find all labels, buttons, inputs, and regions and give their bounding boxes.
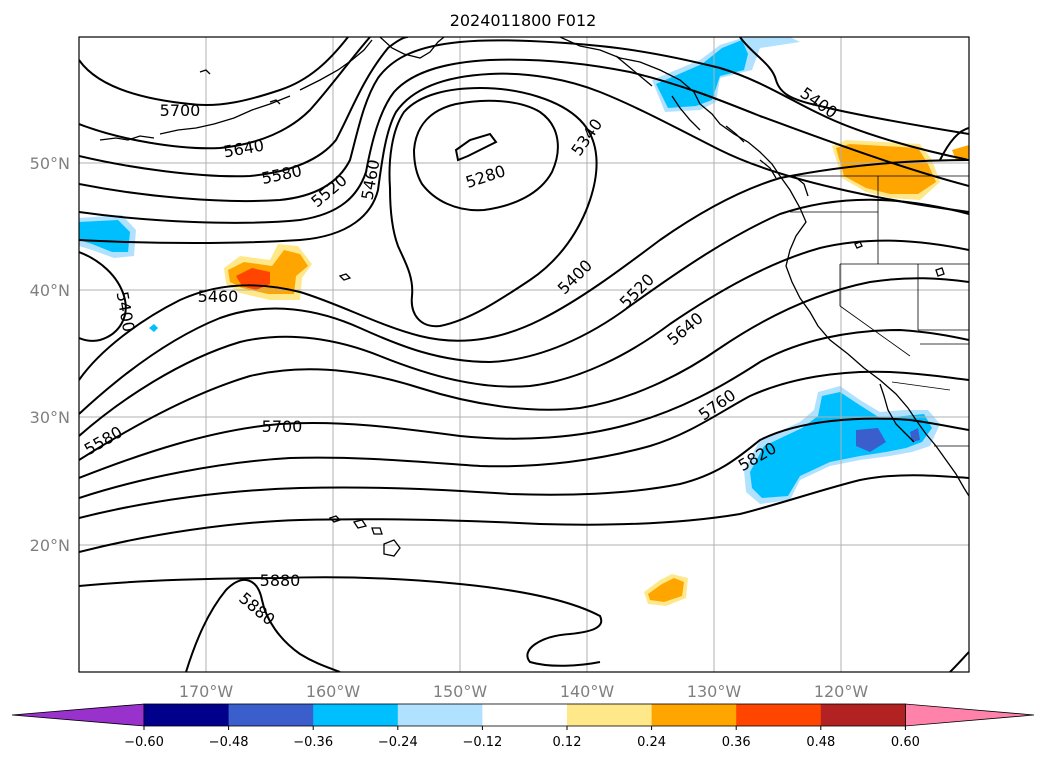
shade-blue-tiny bbox=[149, 324, 158, 332]
map-background bbox=[79, 37, 969, 672]
colorbar: −0.60 −0.48 −0.36 −0.24 −0.12 0.12 0.24 0.36 0.4… bbox=[11, 703, 1035, 750]
coastlines bbox=[99, 37, 969, 557]
colorbar-tick-label: 0.36 bbox=[722, 735, 751, 750]
contour-label: 5700 bbox=[160, 101, 201, 120]
contour-5700-north bbox=[79, 37, 349, 107]
colorbar-tick-label: −0.24 bbox=[378, 735, 418, 750]
contour-label: 5700 bbox=[262, 417, 303, 436]
lon-label: 150°W bbox=[433, 682, 488, 701]
contour-5460-north bbox=[79, 58, 969, 224]
contour-5760-main bbox=[79, 370, 969, 499]
colorbar-tick-label: −0.12 bbox=[462, 735, 502, 750]
colorbar-segment bbox=[482, 704, 568, 726]
latitude-labels: 50°N 40°N 30°N 20°N bbox=[30, 154, 70, 555]
colorbar-extend-high bbox=[905, 703, 1035, 727]
colorbar-tick-label: 0.12 bbox=[553, 735, 582, 750]
contour-5880-line bbox=[79, 474, 969, 553]
lon-label: 130°W bbox=[687, 682, 742, 701]
colorbar-segment bbox=[313, 704, 399, 726]
longitude-labels: 170°W 160°W 150°W 140°W 130°W 120°W bbox=[179, 682, 869, 701]
colorbar-segment bbox=[228, 704, 314, 726]
contour-5820-main bbox=[79, 417, 969, 519]
colorbar-segment bbox=[820, 704, 906, 726]
contour-5880-pocket bbox=[185, 578, 341, 672]
contour-5640-north bbox=[79, 37, 371, 150]
contour-5400-west bbox=[79, 251, 127, 342]
contour-5280-inner bbox=[412, 99, 559, 212]
colorbar-tick-label: −0.48 bbox=[209, 735, 249, 750]
map-panel: 5700 5640 5580 5520 5460 5280 5340 5400 … bbox=[78, 36, 970, 673]
lon-label: 160°W bbox=[306, 682, 361, 701]
shade-orange-ne-core bbox=[836, 144, 936, 194]
colorbar-tick-label: −0.36 bbox=[293, 735, 333, 750]
contour-5700-main bbox=[79, 328, 969, 479]
colorbar-tick-label: 0.24 bbox=[637, 735, 666, 750]
colorbar-tick-label: 0.60 bbox=[891, 735, 920, 750]
contour-sw-edge bbox=[949, 651, 969, 672]
lon-label: 140°W bbox=[560, 682, 615, 701]
contour-label: 5460 bbox=[198, 287, 239, 306]
colorbar-segment bbox=[144, 704, 230, 726]
shade-orange-south-core bbox=[648, 578, 684, 602]
shade-blue-alaska-core bbox=[656, 40, 748, 108]
lat-label: 40°N bbox=[30, 281, 70, 300]
shade-purple-se-2 bbox=[910, 428, 920, 442]
contour-low-center bbox=[454, 132, 498, 162]
shade-purple-se bbox=[856, 428, 886, 452]
contour-5400-center bbox=[79, 72, 969, 244]
contour-5880-south bbox=[79, 576, 603, 667]
contour-5340-inner bbox=[388, 86, 598, 328]
contour-5640-main bbox=[79, 277, 969, 461]
colorbar-segment bbox=[397, 704, 483, 726]
lat-label: 50°N bbox=[30, 154, 70, 173]
map-frame bbox=[78, 36, 970, 673]
colorbar-tick-label: 0.48 bbox=[806, 735, 835, 750]
shade-blue-west-core bbox=[79, 220, 130, 252]
contour-5520-main bbox=[79, 198, 969, 415]
map-title: 2024011800 F012 bbox=[450, 11, 597, 30]
height-contours bbox=[79, 37, 969, 672]
lat-label: 20°N bbox=[30, 536, 70, 555]
contour-ne-a bbox=[739, 37, 969, 135]
colorbar-tick-label: −0.60 bbox=[124, 735, 164, 750]
colorbar-segment bbox=[567, 704, 653, 726]
colorbar-frame bbox=[143, 703, 906, 727]
lat-label: 30°N bbox=[30, 408, 70, 427]
contour-ne-b bbox=[939, 127, 969, 161]
contour-5580-north bbox=[79, 37, 409, 178]
contour-label: 5880 bbox=[260, 571, 301, 590]
colorbar-extend-low bbox=[11, 703, 145, 727]
lon-label: 170°W bbox=[179, 682, 234, 701]
contour-5460-main bbox=[79, 159, 969, 381]
colorbar-segment bbox=[736, 704, 822, 726]
contour-5520-north bbox=[79, 39, 969, 203]
lon-label: 120°W bbox=[814, 682, 869, 701]
contour-5580-main bbox=[79, 239, 969, 437]
shade-orange-ne-edge bbox=[952, 145, 969, 160]
colorbar-segment bbox=[651, 704, 737, 726]
